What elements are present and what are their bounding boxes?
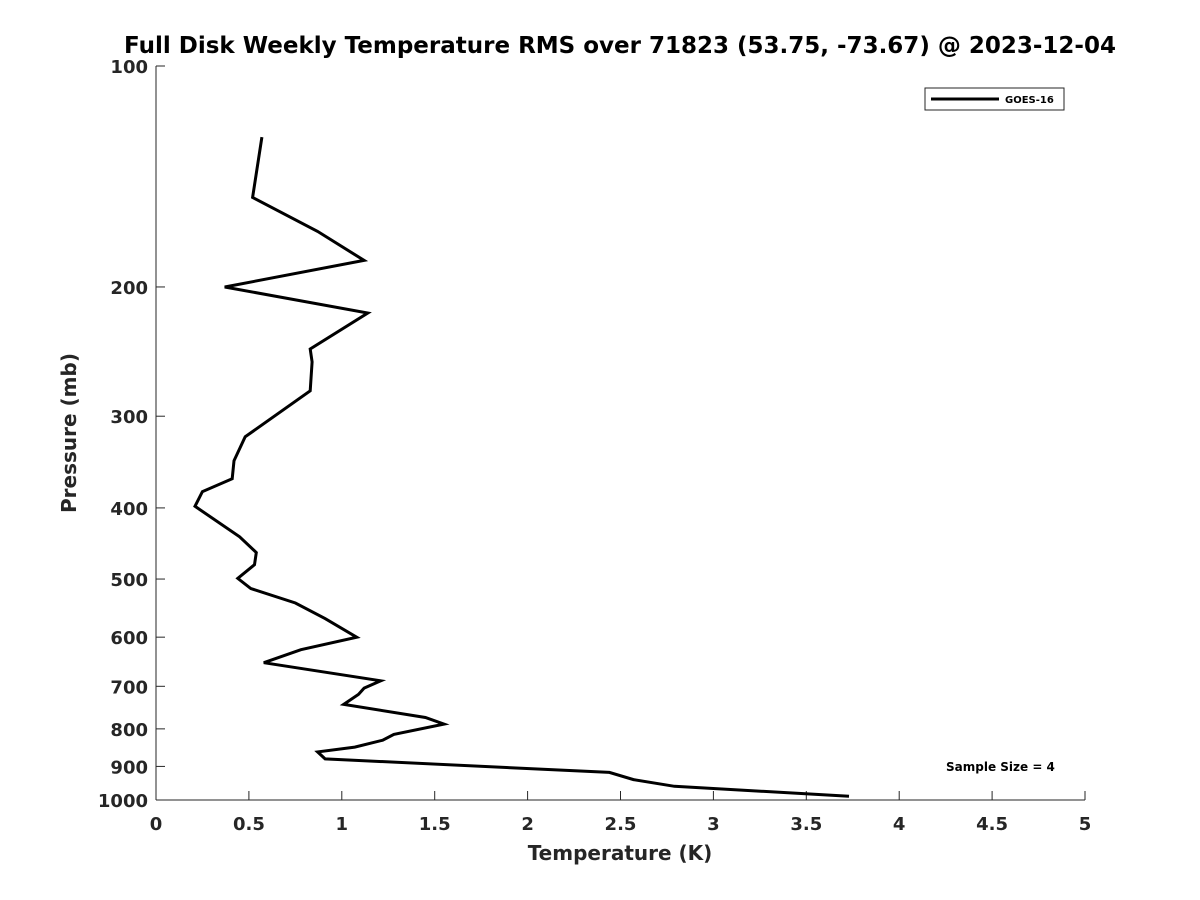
series-line-goes-16 [193, 136, 850, 798]
x-axis-label: Temperature (K) [528, 841, 713, 865]
x-tick-label: 3.5 [790, 814, 822, 835]
x-tick-label: 3 [707, 814, 720, 835]
x-tick-label: 2 [521, 814, 534, 835]
x-tick-label: 1 [336, 814, 349, 835]
y-tick-label: 600 [110, 628, 148, 649]
y-tick-label: 700 [110, 677, 148, 698]
y-tick-label: 1000 [98, 791, 148, 812]
legend: GOES-16 [924, 87, 1065, 111]
x-tick-label: 4 [893, 814, 906, 835]
x-tick-label: 4.5 [976, 814, 1008, 835]
series-layer [193, 136, 850, 798]
y-tick-label: 200 [110, 278, 148, 299]
x-ticks: 0 0.5 1 1.5 2 2.5 3 3.5 4 4.5 5 [150, 791, 1092, 835]
y-tick-label: 100 [110, 57, 148, 78]
x-tick-label: 2.5 [605, 814, 637, 835]
y-tick-label: 900 [110, 757, 148, 778]
x-tick-label: 1.5 [419, 814, 451, 835]
y-tick-label: 300 [110, 407, 148, 428]
x-tick-label: 5 [1079, 814, 1092, 835]
x-tick-label: 0.5 [233, 814, 265, 835]
sample-size-annotation: Sample Size = 4 [946, 760, 1055, 774]
y-tick-label: 800 [110, 720, 148, 741]
y-tick-label: 500 [110, 570, 148, 591]
plot-area [155, 66, 1085, 801]
x-tick-label: 0 [150, 814, 163, 835]
legend-label-goes-16: GOES-16 [1005, 95, 1054, 106]
y-ticks: 100 200 300 400 500 600 700 800 900 1000 [98, 57, 165, 812]
y-axis-label: Pressure (mb) [57, 353, 81, 513]
chart-title: Full Disk Weekly Temperature RMS over 71… [124, 33, 1116, 59]
y-tick-label: 400 [110, 499, 148, 520]
